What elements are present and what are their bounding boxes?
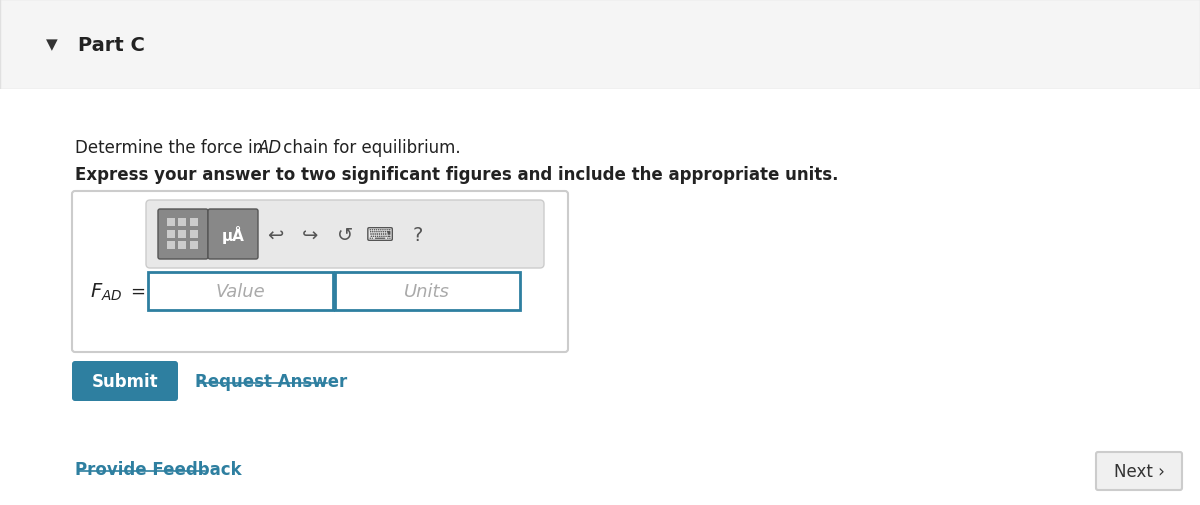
Text: =: = bbox=[130, 282, 145, 300]
FancyBboxPatch shape bbox=[158, 210, 208, 260]
Text: Value: Value bbox=[215, 282, 265, 300]
FancyBboxPatch shape bbox=[190, 241, 198, 249]
FancyBboxPatch shape bbox=[1096, 452, 1182, 490]
FancyBboxPatch shape bbox=[0, 0, 1200, 90]
FancyBboxPatch shape bbox=[146, 200, 544, 269]
Text: ?: ? bbox=[413, 225, 424, 244]
FancyBboxPatch shape bbox=[167, 241, 175, 249]
FancyBboxPatch shape bbox=[167, 231, 175, 238]
Text: Part C: Part C bbox=[78, 35, 145, 55]
FancyBboxPatch shape bbox=[72, 361, 178, 401]
Text: ↩: ↩ bbox=[266, 225, 283, 244]
Text: AD: AD bbox=[258, 139, 282, 157]
Text: Express your answer to two significant figures and include the appropriate units: Express your answer to two significant f… bbox=[74, 166, 839, 184]
FancyBboxPatch shape bbox=[190, 231, 198, 238]
FancyBboxPatch shape bbox=[72, 191, 568, 352]
Text: Next ›: Next › bbox=[1114, 462, 1164, 480]
Text: Provide Feedback: Provide Feedback bbox=[74, 460, 241, 478]
Text: μÅ: μÅ bbox=[222, 226, 245, 243]
FancyBboxPatch shape bbox=[208, 210, 258, 260]
FancyBboxPatch shape bbox=[178, 219, 186, 227]
Text: Submit: Submit bbox=[91, 372, 158, 390]
FancyBboxPatch shape bbox=[0, 90, 1200, 505]
FancyBboxPatch shape bbox=[190, 219, 198, 227]
Text: chain for equilibrium.: chain for equilibrium. bbox=[278, 139, 461, 157]
Text: ⌨: ⌨ bbox=[366, 225, 394, 244]
Text: ↺: ↺ bbox=[337, 225, 353, 244]
Text: Determine the force in: Determine the force in bbox=[74, 139, 269, 157]
Text: ↪: ↪ bbox=[302, 225, 318, 244]
Text: ▼: ▼ bbox=[46, 37, 58, 53]
FancyBboxPatch shape bbox=[178, 241, 186, 249]
FancyBboxPatch shape bbox=[178, 231, 186, 238]
Text: $F_{AD}$: $F_{AD}$ bbox=[90, 281, 122, 302]
Text: Units: Units bbox=[404, 282, 450, 300]
FancyBboxPatch shape bbox=[148, 273, 334, 311]
FancyBboxPatch shape bbox=[167, 219, 175, 227]
FancyBboxPatch shape bbox=[335, 273, 520, 311]
Text: Request Answer: Request Answer bbox=[194, 372, 347, 390]
